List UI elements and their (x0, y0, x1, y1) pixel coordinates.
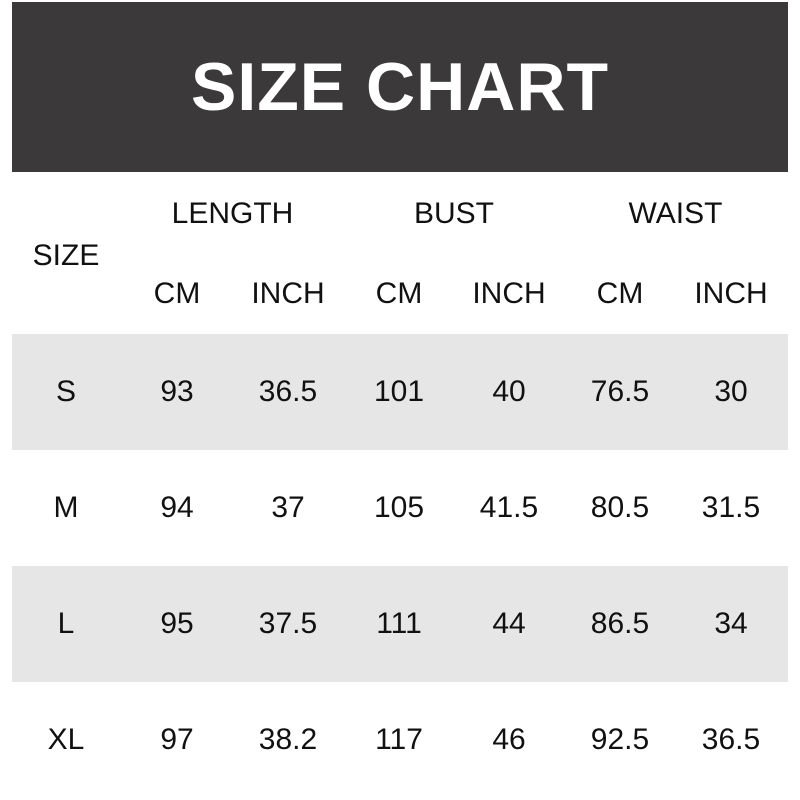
measurement-cell: 86.5 (590, 607, 650, 640)
title-banner: SIZE CHART (12, 2, 788, 172)
size-cell: XL (47, 723, 85, 756)
measurement-cell: 36.5 (258, 375, 318, 408)
measurement-cell: 117 (375, 723, 423, 756)
size-cell: M (53, 491, 79, 524)
unit-header: CM (596, 277, 644, 310)
measurement-cell: 44 (492, 607, 526, 640)
measurement-cell: 30 (714, 375, 748, 408)
column-group-header: WAIST (628, 197, 723, 230)
measurement-cell: 37.5 (258, 607, 318, 640)
measurement-cell: 93 (160, 375, 194, 408)
measurement-cell: 95 (160, 607, 194, 640)
measurement-cell: 92.5 (590, 723, 650, 756)
column-group-header: LENGTH (171, 197, 294, 230)
measurement-cell: 76.5 (590, 375, 650, 408)
measurement-cell: 40 (492, 375, 526, 408)
measurement-cell: 36.5 (701, 723, 761, 756)
measurement-cell: 31.5 (701, 491, 761, 524)
size-cell: S (55, 375, 77, 408)
table-row (12, 566, 788, 682)
measurement-cell: 97 (160, 723, 194, 756)
measurement-cell: 80.5 (590, 491, 650, 524)
column-group-header: BUST (413, 197, 495, 230)
measurement-cell: 46 (492, 723, 526, 756)
measurement-cell: 94 (160, 491, 194, 524)
page-title: SIZE CHART (191, 49, 609, 125)
measurement-cell: 105 (373, 491, 425, 524)
measurement-cell: 34 (714, 607, 748, 640)
size-cell: L (57, 607, 75, 640)
unit-header: CM (153, 277, 201, 310)
measurement-cell: 38.2 (258, 723, 318, 756)
measurement-cell: 37 (271, 491, 305, 524)
measurement-cell: 111 (376, 607, 422, 640)
measurement-cell: 41.5 (479, 491, 539, 524)
measurement-cell: 101 (373, 375, 425, 408)
unit-header: CM (375, 277, 423, 310)
column-header-size: SIZE (32, 239, 100, 272)
table-row (12, 334, 788, 450)
unit-header: INCH (694, 277, 768, 310)
unit-header: INCH (251, 277, 325, 310)
unit-header: INCH (472, 277, 546, 310)
